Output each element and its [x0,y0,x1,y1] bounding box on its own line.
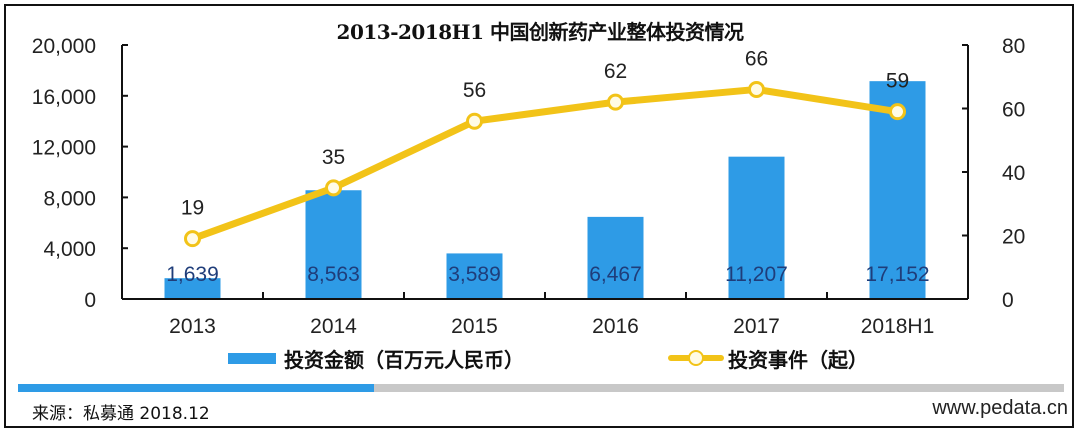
category-label: 2013 [169,315,216,338]
line-point-marker [748,80,765,98]
category-label: 2017 [733,315,780,338]
right-tick-label: 60 [1002,99,1025,122]
left-tick-label: 20,000 [32,35,96,58]
left-tick-label: 4,000 [43,238,96,261]
legend-amount-label: 投资金额（百万元人民币） [284,347,524,372]
source-note: 来源：私募通 2018.12 [32,404,210,424]
bar-2016 [587,216,644,299]
site-url: www.pedata.cn [932,397,1068,419]
left-tick-label: 16,000 [32,86,96,109]
right-tick-label: 80 [1002,35,1025,58]
bar-value-label: 1,639 [166,263,219,286]
progress-fill [18,384,374,392]
right-tick-label: 40 [1002,162,1025,185]
line-value-label: 19 [181,197,204,220]
legend-bar-swatch-icon [228,352,276,364]
bar-2015 [446,253,503,299]
right-tick-label: 20 [1002,226,1025,249]
line-value-label: 35 [322,146,345,169]
category-label: 2015 [451,315,498,338]
line-point-marker [325,179,342,197]
legend-events-label: 投资事件（起） [728,347,868,372]
line-value-label: 66 [745,47,768,70]
bar-value-label: 11,207 [725,263,788,286]
bar-2013 [164,278,221,299]
category-label: 2014 [310,315,357,338]
events-line [189,85,901,243]
chart-title: 2013-2018H1 中国创新药产业整体投资情况 [336,20,744,44]
line-point-marker [466,112,483,130]
bar-value-label: 8,563 [307,263,360,286]
bar-2017 [728,156,785,299]
bar-2014 [305,190,362,299]
legend-line-swatch-icon [668,348,724,368]
bar-value-label: 17,152 [865,263,929,286]
line-value-label: 59 [886,70,909,93]
line-point-marker [889,103,906,121]
chart-plot: 0 4,000 8,000 12,000 16,000 20,000 0 20 40 60 80 20… [32,35,1026,338]
line-value-label: 56 [463,79,486,102]
left-tick-label: 12,000 [32,137,96,160]
category-label: 2018H1 [861,315,935,338]
left-tick-label: 0 [84,289,96,312]
progress-bar [18,384,1064,392]
line-value-label: 62 [604,60,627,83]
line-point-marker [184,230,201,248]
left-tick-label: 8,000 [43,187,96,210]
bar-value-label: 6,467 [589,263,642,286]
line-point-marker [607,93,624,111]
bar-value-label: 3,589 [448,263,501,286]
legend-item-events: 投资事件（起） [668,343,868,373]
right-tick-label: 0 [1002,289,1014,312]
category-label: 2016 [592,315,639,338]
legend-item-amount: 投资金额（百万元人民币） [228,343,524,373]
